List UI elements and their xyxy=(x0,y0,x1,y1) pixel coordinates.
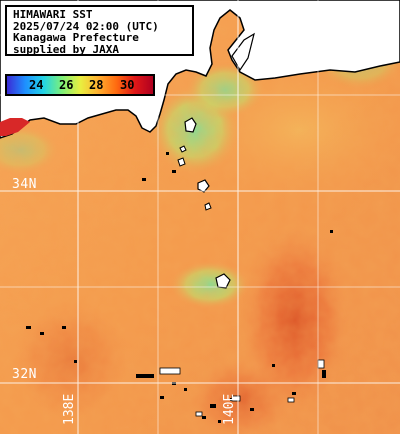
island-niijima xyxy=(177,157,186,167)
lat-label-34n: 34N xyxy=(12,177,37,192)
sst-color-legend: 24 26 28 30 xyxy=(5,74,155,96)
title-line-region: Kanagawa Prefecture xyxy=(13,31,139,44)
island-miyake xyxy=(197,179,210,193)
legend-label-24: 24 xyxy=(29,78,44,92)
title-line-datetime: 2025/07/24 02:00 (UTC) xyxy=(13,19,159,33)
lon-label-138e: 138E xyxy=(62,393,77,425)
island-toshima xyxy=(179,145,187,153)
island-mikura xyxy=(204,202,212,211)
title-line-supplier: supplied by JAXA xyxy=(13,42,119,56)
island-oshima xyxy=(184,117,197,133)
title-line-product: HIMAWARI SST xyxy=(13,8,93,21)
legend-label-26: 26 xyxy=(59,78,74,92)
legend-label-28: 28 xyxy=(89,78,104,92)
land-red-patch xyxy=(0,118,30,136)
legend-label-30: 30 xyxy=(120,78,135,92)
island-hachijo xyxy=(215,273,231,289)
legend-color-bar xyxy=(7,76,153,94)
lon-label-140e: 140E xyxy=(222,393,237,425)
cloud-white-pixels xyxy=(159,359,325,417)
lat-label-32n: 32N xyxy=(12,367,37,382)
title-box: HIMAWARI SST 2025/07/24 02:00 (UTC) Kana… xyxy=(5,5,194,56)
